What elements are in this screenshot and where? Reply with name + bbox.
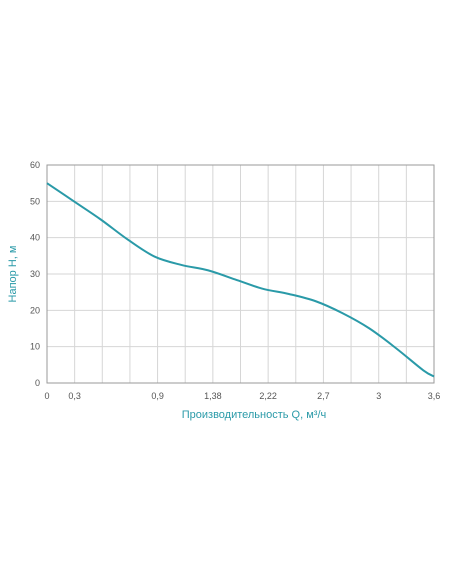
y-tick-label: 40 (30, 233, 40, 243)
series-line (46, 182, 435, 378)
plot-frame (46, 164, 435, 384)
x-tick-label: 0 (44, 391, 49, 401)
x-tick-label: 3 (376, 391, 381, 401)
x-axis-title: Производительность Q, м³/ч (182, 409, 327, 421)
x-tick-label: 2,7 (317, 391, 330, 401)
y-tick-label: 60 (30, 160, 40, 170)
x-axis-ticks: 0 0,3 0,9 1,38 2,22 2,7 3 3,6 (44, 391, 440, 401)
x-tick-label: 2,22 (259, 391, 277, 401)
x-tick-label: 1,38 (204, 391, 222, 401)
y-tick-label: 20 (30, 305, 40, 315)
y-tick-label: 0 (35, 378, 40, 388)
grid (47, 165, 434, 383)
y-tick-label: 30 (30, 269, 40, 279)
x-tick-label: 0,3 (68, 391, 81, 401)
y-axis-ticks: 0 10 20 30 40 50 60 (30, 160, 40, 388)
y-tick-label: 10 (30, 342, 40, 352)
y-axis-title: Напор H, м (7, 246, 19, 303)
x-tick-label: 0,9 (151, 391, 164, 401)
x-tick-label: 3,6 (428, 391, 441, 401)
y-tick-label: 50 (30, 196, 40, 206)
